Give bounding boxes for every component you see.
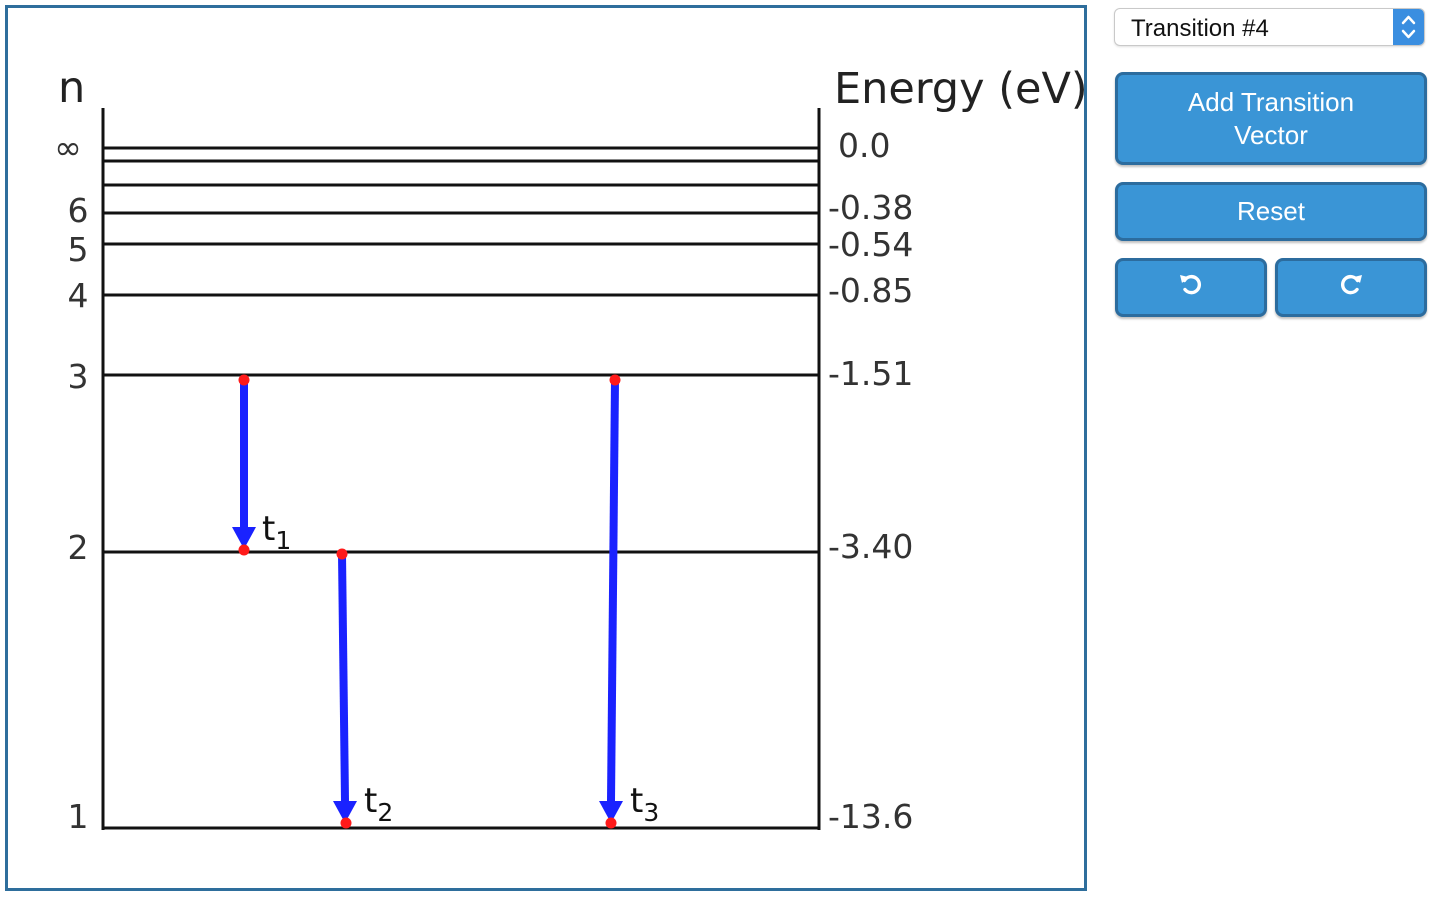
n-label-6: 6 (68, 191, 89, 230)
reset-label: Reset (1237, 196, 1305, 227)
energy-label-6: -0.38 (828, 188, 913, 227)
energy-level-svg[interactable]: n Energy (eV) ∞ 6 5 4 3 2 1 0.0 -0.38 -0… (8, 8, 1084, 888)
updown-chevron-icon[interactable] (1393, 9, 1424, 45)
energy-label-2: -3.40 (828, 527, 913, 566)
n-label-2: 2 (68, 528, 89, 567)
transition-shaft (607, 379, 619, 802)
n-axis-header: n (58, 63, 85, 113)
transition-end-point[interactable] (238, 544, 250, 556)
transition-label-subscript: 2 (377, 798, 393, 827)
transition-arrowhead (333, 801, 357, 823)
transition-end-point[interactable] (605, 817, 617, 829)
transition-select[interactable]: Transition #4 (1114, 8, 1425, 46)
transition-arrow-t2[interactable] (333, 548, 357, 829)
energy-level-diagram[interactable]: n Energy (eV) ∞ 6 5 4 3 2 1 0.0 -0.38 -0… (5, 5, 1087, 891)
n-label-5: 5 (68, 230, 89, 269)
add-transition-vector-button[interactable]: Add Transition Vector (1115, 72, 1427, 165)
n-label-3: 3 (68, 357, 89, 396)
energy-label-5: -0.54 (828, 225, 913, 264)
redo-icon (1336, 269, 1366, 307)
energy-label-4: -0.85 (828, 271, 913, 310)
transition-start-point[interactable] (609, 374, 621, 386)
redo-button[interactable] (1275, 258, 1427, 317)
transition-label-letter: t (364, 781, 377, 821)
transition-arrowhead (599, 801, 623, 823)
transition-label-t2: t2 (364, 781, 393, 827)
n-label-4: 4 (68, 276, 89, 315)
transition-end-point[interactable] (340, 817, 352, 829)
undo-button[interactable] (1115, 258, 1267, 317)
energy-label-1: -13.6 (828, 797, 913, 836)
transition-label-t3: t3 (630, 781, 659, 827)
energy-axis-header: Energy (eV) (834, 64, 1084, 114)
transition-arrowhead (232, 527, 256, 549)
transition-label-subscript: 1 (275, 526, 291, 555)
transition-select-value: Transition #4 (1131, 15, 1269, 42)
transition-label-letter: t (262, 509, 275, 549)
energy-label-infinity: 0.0 (838, 126, 890, 165)
add-transition-vector-label: Add Transition Vector (1187, 87, 1355, 150)
transition-arrow-t1[interactable] (232, 374, 256, 556)
transition-start-point[interactable] (238, 374, 250, 386)
transition-arrow-t3[interactable] (599, 374, 623, 829)
undo-icon (1176, 269, 1206, 307)
transition-shaft (338, 553, 349, 802)
energy-label-3: -1.51 (828, 354, 913, 393)
n-label-infinity: ∞ (54, 128, 82, 167)
transition-label-subscript: 3 (643, 798, 659, 827)
transition-label-t1: t1 (262, 509, 291, 555)
transition-start-point[interactable] (336, 548, 348, 560)
n-label-1: 1 (68, 797, 89, 836)
reset-button[interactable]: Reset (1115, 182, 1427, 241)
transition-label-letter: t (630, 781, 643, 821)
